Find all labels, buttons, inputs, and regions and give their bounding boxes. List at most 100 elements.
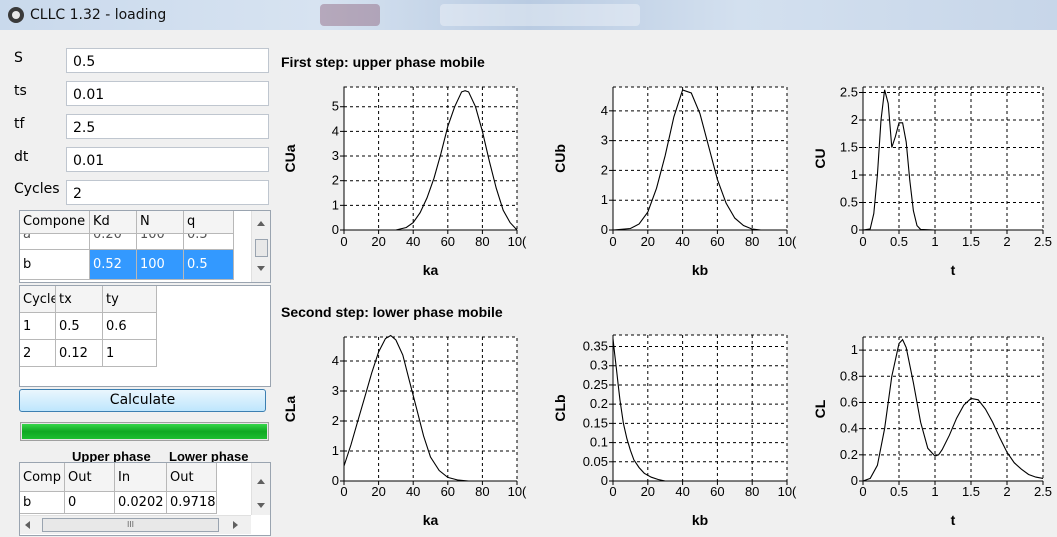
scroll-right-icon[interactable] [233, 521, 238, 529]
progress-bar [20, 422, 269, 441]
y-tick-label: 0.35 [583, 339, 608, 354]
scroll-down-icon[interactable] [257, 266, 265, 271]
y-tick-label: 4 [601, 103, 608, 118]
x-tick-label: 10( [778, 484, 797, 499]
table-row-b-n[interactable]: 100 [137, 250, 184, 280]
table-row-cell[interactable]: 2 [20, 340, 56, 367]
col-header-ty[interactable]: ty [103, 286, 157, 313]
x-tick-label: 0 [340, 234, 347, 249]
tf-input[interactable]: 2.5 [66, 114, 269, 139]
y-tick-label: 1 [332, 443, 339, 458]
x-tick-label: 1 [931, 484, 938, 499]
y-axis-label: CU [812, 148, 828, 168]
s-input[interactable]: 0.5 [66, 48, 269, 73]
y-tick-label: 0 [851, 473, 858, 488]
table-row-cell[interactable]: 0.6 [103, 313, 157, 340]
plot-svg: 0 20 40 60 80 10(0 1 2 3 4 ka CLa [282, 334, 527, 528]
x-axis-label: kb [692, 512, 708, 528]
plot-frame [862, 86, 1044, 231]
table-row-cell[interactable]: 1 [103, 340, 157, 367]
calculate-button[interactable]: Calculate [19, 389, 266, 412]
components-scrollbar[interactable] [251, 211, 270, 282]
x-tick-label: 20 [641, 484, 655, 499]
hscroll-thumb[interactable]: III [42, 518, 219, 532]
field-cycles-label: Cycles [14, 181, 60, 197]
y-tick-label: 2 [851, 112, 858, 127]
cycles-table[interactable]: Cycle tx ty 1 0.5 0.6 2 0.12 1 [19, 285, 271, 387]
ts-input[interactable]: 0.01 [66, 81, 269, 106]
col-header-n[interactable]: N [137, 211, 184, 234]
col-header-lower-out[interactable]: Out [167, 463, 217, 492]
table-row-a-cell[interactable]: 0.20 [90, 234, 137, 250]
table-row-cell[interactable]: 0.5 [56, 313, 103, 340]
plot-svg: 0 20 40 60 80 10(00.050.10.150.20.250.30.35kb… [552, 334, 797, 528]
y-tick-label: 5 [332, 99, 339, 114]
table-row-a-cell[interactable]: 0.5 [184, 234, 234, 250]
scroll-down-icon[interactable] [257, 503, 265, 508]
col-header-lower-in[interactable]: In [115, 463, 167, 492]
x-tick-label: 20 [641, 234, 655, 249]
table-row-b-kd[interactable]: 0.52 [90, 250, 137, 280]
x-tick-label: 0 [609, 484, 616, 499]
table-row-cell[interactable]: 0.0202 [115, 492, 167, 514]
table-row-a-cell[interactable]: a [20, 234, 90, 250]
second-step-heading: Second step: lower phase mobile [281, 304, 503, 320]
plot-area [613, 335, 787, 481]
series-line [612, 338, 787, 482]
col-header-cycle[interactable]: Cycle [20, 286, 56, 313]
cycles-input[interactable]: 2 [66, 180, 269, 205]
table-row-cell[interactable]: 0 [65, 492, 115, 514]
scroll-up-icon[interactable] [257, 221, 265, 226]
y-tick-label: 2 [601, 162, 608, 177]
plot-svg: 0 20 40 60 80 10(0 1 2 3 4 kb CUb [552, 86, 797, 278]
col-header-q[interactable]: q [184, 211, 234, 234]
x-tick-label: 40 [406, 484, 420, 499]
x-tick-label: 80 [745, 484, 759, 499]
results-hscrollbar[interactable]: III [20, 515, 251, 534]
col-header-kd[interactable]: Kd [90, 211, 137, 234]
series-line [344, 90, 518, 231]
scroll-up-icon[interactable] [257, 479, 265, 484]
table-row-cell[interactable]: b [20, 492, 65, 514]
results-vscrollbar[interactable] [251, 463, 270, 515]
x-tick-label: 60 [441, 484, 455, 499]
y-axis-label: CUb [552, 144, 568, 173]
components-table[interactable]: Compone Kd N q a 0.20 100 0.5 b 0.52 100… [19, 210, 271, 283]
y-tick-label: 0 [332, 473, 339, 488]
table-row-b-name[interactable]: b [20, 250, 90, 280]
col-header-component[interactable]: Compone [20, 211, 90, 234]
y-tick-label: 3 [332, 148, 339, 163]
y-tick-label: 2 [332, 413, 339, 428]
x-tick-label: 60 [710, 234, 724, 249]
x-tick-label: 0 [609, 234, 616, 249]
table-row-a-cell[interactable]: 100 [137, 234, 184, 250]
table-row-b-q[interactable]: 0.5 [184, 250, 234, 280]
window-title: CLLC 1.32 - loading [30, 7, 167, 23]
x-tick-label: 10( [508, 484, 527, 499]
scroll-thumb[interactable] [255, 239, 268, 257]
table-row-cell[interactable]: 0.9718 [167, 492, 217, 514]
col-header-tx[interactable]: tx [56, 286, 103, 313]
progress-fill [22, 424, 267, 439]
x-tick-label: 0.5 [890, 234, 908, 249]
x-tick-label: 1.5 [962, 484, 980, 499]
x-tick-label: 1.5 [962, 234, 980, 249]
y-tick-label: 1 [601, 192, 608, 207]
scroll-left-icon[interactable] [25, 521, 30, 529]
upper-phase-label: Upper phase [72, 449, 151, 464]
results-table[interactable]: Comp Out In Out b 0 0.0202 0.9718 III [19, 462, 271, 536]
col-header-comp[interactable]: Comp [20, 463, 65, 492]
table-row-cell[interactable]: 0.12 [56, 340, 103, 367]
dt-input[interactable]: 0.01 [66, 147, 269, 172]
table-row-cell[interactable]: 1 [20, 313, 56, 340]
y-tick-label: 0.4 [840, 421, 858, 436]
titlebar-glass-artifact [440, 4, 640, 26]
plot-cla-vs-ka: 0 20 40 60 80 10(0 1 2 3 4 ka CLa [275, 325, 535, 534]
col-header-upper-out[interactable]: Out [65, 463, 115, 492]
first-step-heading: First step: upper phase mobile [281, 54, 485, 70]
field-tf-label: tf [14, 116, 25, 132]
y-tick-label: 0.2 [590, 396, 608, 411]
x-tick-label: 2 [1003, 234, 1010, 249]
y-axis-label: CLb [552, 394, 568, 421]
x-tick-label: 0 [859, 234, 866, 249]
